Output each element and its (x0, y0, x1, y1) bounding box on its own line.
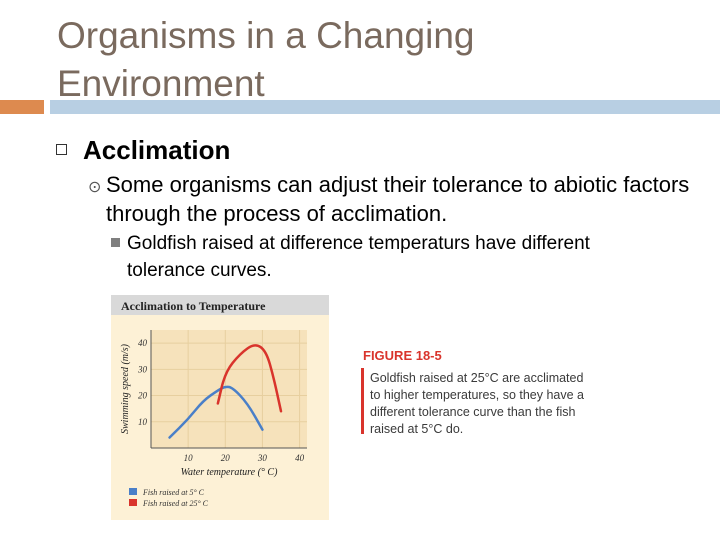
acclimation-figure: Acclimation to Temperature 10 20 30 40 10 20 3… (111, 295, 329, 520)
plot-area (151, 330, 307, 448)
bullet-level-2: ⊙ Some organisms can adjust their tolera… (88, 170, 698, 228)
filled-square-bullet-icon (111, 238, 120, 247)
series-line-2 (216, 344, 283, 413)
slide-title: Organisms in a Changing Environment (57, 15, 475, 104)
accent-bar-orange (0, 100, 44, 114)
bullet-acclimation-description: Some organisms can adjust their toleranc… (106, 172, 690, 226)
chart-title-band (111, 295, 329, 315)
chart-title: Acclimation to Temperature (121, 299, 266, 313)
bullet-acclimation-text: Acclimation (83, 135, 231, 165)
legend-swatch (129, 488, 137, 495)
x-tick-label: 40 (295, 453, 305, 463)
x-tick-label: 30 (257, 453, 268, 463)
acclimation-chart: Acclimation to Temperature 10 20 30 40 10 20 3… (111, 295, 329, 508)
y-tick-label: 40 (138, 338, 148, 348)
y-axis-label: Swimming speed (m/s) (120, 343, 131, 434)
legend-label: Fish raised at 25° C (142, 499, 209, 508)
legend-label: Fish raised at 5° C (142, 488, 205, 497)
legend-swatch (129, 499, 137, 506)
square-bullet-icon (56, 144, 67, 155)
y-tick-label: 10 (138, 417, 148, 427)
caption-accent-bar (361, 368, 364, 434)
x-axis-label: Water temperature (° C) (181, 467, 279, 478)
figure-label: FIGURE 18-5 (363, 348, 442, 363)
accent-bar-blue (50, 100, 720, 114)
x-tick-label: 20 (221, 453, 231, 463)
bullet-level-3: Goldfish raised at difference temperatur… (111, 230, 671, 284)
figure-caption: Goldfish raised at 25°C are acclimated t… (370, 371, 585, 436)
y-tick-label: 30 (137, 364, 148, 374)
y-tick-label: 20 (138, 391, 148, 401)
bullet-goldfish-text: Goldfish raised at difference temperatur… (127, 233, 590, 281)
x-tick-label: 10 (184, 453, 194, 463)
circle-bullet-icon: ⊙ (88, 179, 102, 196)
